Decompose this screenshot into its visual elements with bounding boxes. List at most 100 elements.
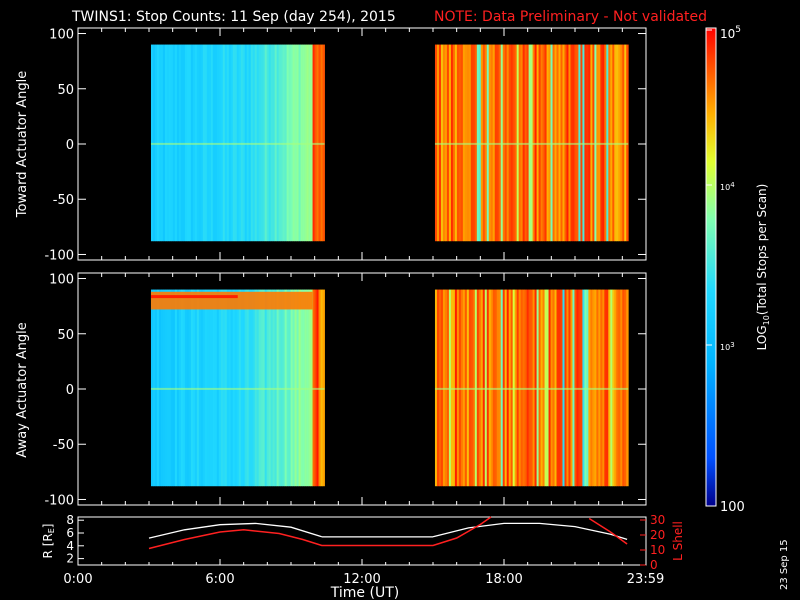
heatmap-column: [560, 44, 563, 242]
heatmap-column: [214, 289, 218, 487]
heatmap-column: [232, 44, 236, 242]
heatmap-column: [282, 44, 286, 242]
heatmap-column: [616, 289, 619, 487]
heatmap-column: [524, 289, 528, 487]
heatmap-column: [436, 289, 440, 487]
heatmap-column: [516, 44, 520, 242]
heatmap-column: [582, 44, 585, 242]
heatmap-column: [504, 44, 508, 242]
heatmap-column: [590, 44, 593, 242]
y-tick-label: -100: [44, 248, 74, 263]
orbit-right-tick-label: 10: [650, 543, 665, 557]
orbit-radius-line: [148, 522, 322, 539]
heatmap-column: [464, 44, 468, 242]
heatmap-column: [554, 289, 557, 487]
heatmap-column: [190, 44, 194, 242]
heatmap-column: [602, 44, 605, 242]
heatmap-column: [470, 289, 474, 487]
heatmap-column: [596, 44, 599, 242]
heatmap-column: [156, 44, 160, 242]
heatmap-column: [578, 289, 581, 487]
heatmap-column: [592, 44, 595, 242]
heatmap-column: [236, 289, 240, 487]
y-tick-label: 100: [49, 273, 74, 288]
heatmap-column: [622, 44, 625, 242]
heatmap-column: [500, 289, 504, 487]
heatmap-column: [258, 289, 262, 487]
heatmap-column: [178, 44, 182, 242]
heatmap-column: [520, 44, 524, 242]
heatmap-column: [160, 44, 164, 242]
heatmap-column: [550, 44, 553, 242]
heatmap-column: [284, 289, 288, 487]
heatmap-column: [622, 289, 625, 487]
heatmap-column: [526, 289, 530, 487]
heatmap-column: [476, 289, 480, 487]
heatmap-column: [508, 289, 512, 487]
heatmap-column: [202, 44, 206, 242]
heatmap-column: [572, 289, 575, 487]
heatmap-column: [218, 44, 222, 242]
heatmap-column: [152, 289, 156, 487]
heatmap-column: [600, 44, 603, 242]
heatmap-column: [440, 44, 444, 242]
heatmap-column: [600, 289, 603, 487]
heatmap-column: [310, 44, 313, 242]
heatmap-column: [236, 44, 240, 242]
heatmap-column: [196, 44, 200, 242]
heatmap-column: [222, 289, 226, 487]
heatmap-column: [280, 44, 284, 242]
heatmap-column: [316, 289, 319, 487]
heatmap-column: [286, 289, 290, 487]
heatmap-column: [542, 289, 545, 487]
heatmap-column: [460, 289, 464, 487]
y-tick-label: -100: [44, 493, 74, 508]
y-tick-label: 50: [57, 328, 74, 343]
heatmap-column: [262, 289, 266, 487]
heatmap-column: [476, 44, 480, 242]
orbit-lshell-line: [148, 516, 492, 550]
heatmap-column: [538, 289, 541, 487]
heatmap-column: [578, 44, 581, 242]
heatmap-column: [524, 44, 528, 242]
heatmap-column: [440, 289, 444, 487]
toward-ylabel: Toward Actuator Angle: [15, 71, 30, 218]
heatmap-column: [444, 44, 448, 242]
heatmap-column: [494, 44, 498, 242]
heatmap-column: [508, 44, 512, 242]
heatmap-column: [234, 289, 238, 487]
heatmap-column: [494, 289, 498, 487]
heatmap-column: [592, 289, 595, 487]
heatmap-column: [502, 289, 506, 487]
heatmap-column: [154, 44, 158, 242]
heatmap-column: [552, 289, 555, 487]
heatmap-column: [292, 44, 295, 242]
heatmap-column: [506, 289, 510, 487]
heatmap-column: [298, 44, 301, 242]
heatmap-column: [620, 289, 623, 487]
heatmap-column: [588, 289, 591, 487]
heatmap-column: [196, 289, 200, 487]
heatmap-column: [222, 44, 226, 242]
orbit-left-tick-label: 8: [66, 513, 74, 527]
heatmap-column: [154, 289, 158, 487]
heatmap-column: [322, 289, 325, 487]
orbit-left-tick-label: 2: [66, 552, 74, 566]
heatmap-column: [510, 44, 514, 242]
heatmap-column: [472, 44, 476, 242]
heatmap-column: [204, 289, 208, 487]
heatmap-column: [254, 44, 258, 242]
heatmap-column: [572, 44, 575, 242]
heatmap-column: [162, 289, 166, 487]
heatmap-column: [528, 44, 532, 242]
heatmap-column: [594, 44, 597, 242]
heatmap-column: [170, 289, 174, 487]
x-tick-label: 0:00: [63, 572, 92, 587]
heatmap-column: [610, 44, 613, 242]
heatmap-column: [570, 289, 573, 487]
heatmap-column: [318, 289, 321, 487]
heatmap-column: [220, 289, 224, 487]
heatmap-column: [312, 44, 315, 242]
heatmap-column: [210, 44, 214, 242]
heatmap-column: [618, 289, 621, 487]
